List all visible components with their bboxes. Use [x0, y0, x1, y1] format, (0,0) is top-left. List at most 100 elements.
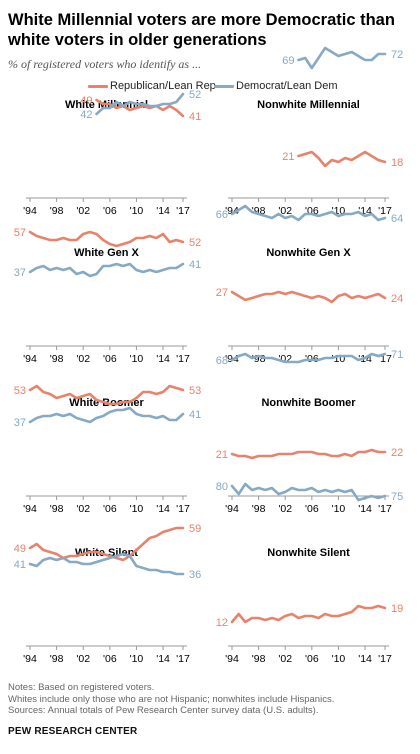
x-tick-label: '98 [50, 653, 64, 665]
start-value-label: 21 [216, 449, 228, 461]
start-value-label: 41 [14, 559, 26, 571]
chart-panel: White Silent '94 '98 '02 '06 '10 '14 '17 49 59 41 3… [14, 523, 202, 665]
notes: Notes: Based on registered voters. White… [8, 682, 334, 717]
x-tick-label: '14 [358, 503, 372, 515]
start-value-label: 37 [14, 267, 26, 279]
x-tick-label: '98 [50, 205, 64, 217]
end-value-label: 72 [391, 49, 403, 61]
x-tick-label: '17 [176, 205, 190, 217]
start-value-label: 21 [282, 151, 294, 163]
note-line: Sources: Annual totals of Pew Research C… [8, 705, 319, 716]
x-tick-label: '94 [23, 653, 37, 665]
end-value-label: 22 [391, 447, 403, 459]
x-tick-label: '98 [50, 503, 64, 515]
end-value-label: 52 [189, 237, 201, 249]
start-value-label: 12 [216, 617, 228, 629]
legend-item-republican: Republican/Lean Rep [88, 80, 216, 92]
x-tick-label: '17 [176, 503, 190, 515]
start-value-label: 53 [14, 385, 26, 397]
republican-line [230, 604, 387, 624]
chart-panel: White Millennial'94'98'02'06'10'14'17494… [23, 89, 201, 217]
democrat-line [28, 552, 185, 576]
legend-swatch-republican [88, 84, 108, 88]
end-value-label: 36 [189, 569, 201, 581]
chart-panel: White Gen X '94 '98 '02 '06 '10 '14 '17 57 52 37 41 [14, 227, 202, 365]
chart-subtitle: % of registered voters who identify as .… [8, 57, 202, 71]
democrat-line [230, 482, 387, 502]
start-value-label: 68 [216, 355, 228, 367]
x-tick-label: '94 [23, 205, 37, 217]
legend: Republican/Lean Rep Democrat/Lean Dem [0, 80, 420, 96]
x-tick-label: '17 [378, 205, 392, 217]
x-tick-label: '14 [156, 503, 170, 515]
x-tick-label: '17 [378, 653, 392, 665]
start-value-label: 57 [14, 227, 26, 239]
end-value-label: 59 [189, 523, 201, 535]
republican-line [95, 98, 185, 118]
democrat-line [297, 46, 387, 70]
x-tick-label: '94 [23, 353, 37, 365]
start-value-label: 42 [80, 109, 92, 121]
panel-title: Nonwhite Millennial [257, 99, 360, 111]
x-tick-label: '06 [305, 653, 319, 665]
x-tick-label: '02 [76, 353, 90, 365]
x-tick-label: '10 [130, 205, 144, 217]
note-line: Whites include only those who are not Hi… [8, 693, 335, 705]
x-tick-label: '06 [103, 503, 117, 515]
end-value-label: 41 [189, 111, 201, 123]
democrat-line [28, 262, 185, 278]
x-tick-label: '10 [332, 653, 346, 665]
panel-title: White Silent [75, 547, 138, 559]
x-tick-label: '06 [305, 503, 319, 515]
x-tick-label: '17 [176, 353, 190, 365]
x-tick-label: '14 [358, 653, 372, 665]
start-value-label: 37 [14, 417, 26, 429]
start-value-label: 66 [216, 209, 228, 221]
end-value-label: 53 [189, 385, 201, 397]
chart-panel: Nonwhite Boomer '94 '98 '02 '06 '10 '14 '17 21 22… [216, 349, 404, 515]
x-tick-label: '10 [332, 503, 346, 515]
note-line: Notes: Based on registered voters. [8, 682, 155, 693]
start-value-label: 49 [80, 95, 92, 107]
panel-title: Nonwhite Boomer [261, 397, 356, 409]
end-value-label: 71 [391, 349, 403, 361]
x-tick-label: '06 [103, 653, 117, 665]
republican-line [230, 290, 387, 304]
chart-panel: Nonwhite Millennial'94'98'02'06'10'14'17… [225, 46, 403, 217]
end-value-label: 41 [189, 409, 201, 421]
democrat-line [230, 204, 387, 222]
legend-swatch-democrat [214, 84, 234, 88]
end-value-label: 19 [391, 603, 403, 615]
start-value-label: 80 [216, 481, 228, 493]
end-value-label: 18 [391, 157, 403, 169]
x-tick-label: '02 [278, 503, 292, 515]
panel-title: White Gen X [74, 247, 139, 259]
x-tick-label: '17 [176, 653, 190, 665]
x-tick-label: '17 [378, 503, 392, 515]
page-title: White Millennial voters are more Democra… [8, 11, 395, 49]
x-tick-label: '02 [76, 503, 90, 515]
chart-panel: Nonwhite Silent '94 '98 '02 '06 '10 '14 '17 12 19… [216, 481, 404, 665]
x-tick-label: '14 [156, 205, 170, 217]
start-value-label: 69 [282, 55, 294, 67]
republican-line [28, 384, 185, 406]
legend-label-republican: Republican/Lean Rep [110, 80, 216, 92]
democrat-line [230, 352, 387, 364]
end-value-label: 41 [189, 259, 201, 271]
democrat-line [28, 406, 185, 424]
x-tick-label: '94 [225, 205, 239, 217]
x-tick-label: '10 [130, 353, 144, 365]
end-value-label: 75 [391, 491, 403, 503]
x-tick-label: '10 [130, 653, 144, 665]
end-value-label: 24 [391, 293, 403, 305]
panel-title: Nonwhite Silent [267, 547, 350, 559]
x-tick-label: '98 [252, 503, 266, 515]
x-tick-label: '06 [103, 205, 117, 217]
end-value-label: 52 [189, 89, 201, 101]
source-org: PEW RESEARCH CENTER [8, 726, 138, 737]
end-value-label: 64 [391, 213, 403, 225]
x-tick-label: '14 [156, 353, 170, 365]
